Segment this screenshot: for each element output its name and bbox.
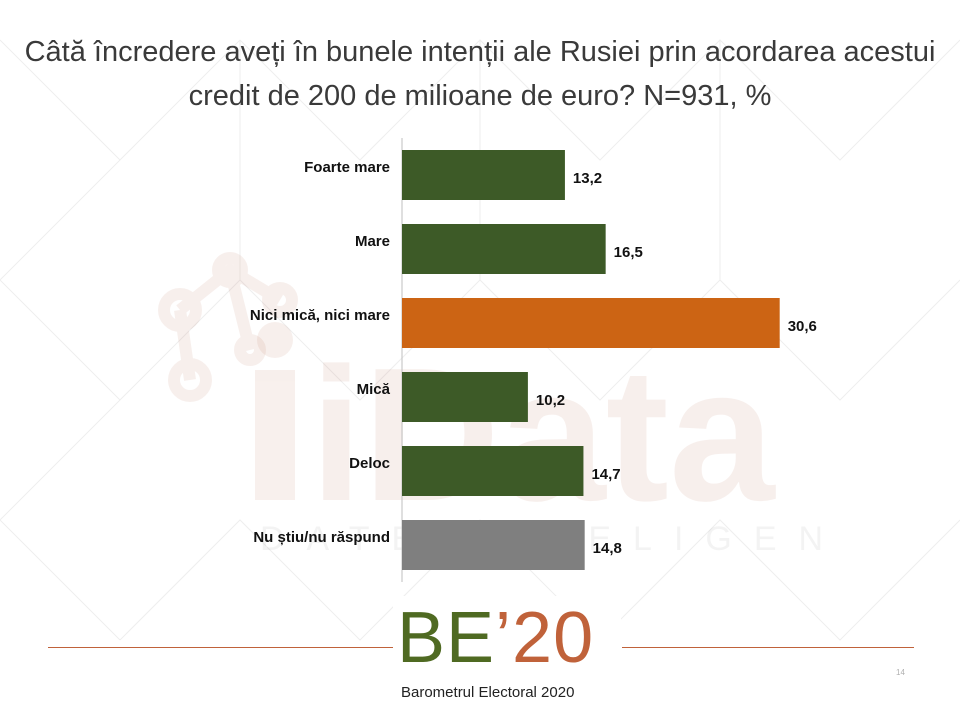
logo-year: ’20 bbox=[495, 598, 595, 678]
footer-rule-left bbox=[48, 647, 393, 648]
category-label: Nu știu/nu răspund bbox=[253, 529, 390, 546]
data-label: 14,8 bbox=[593, 540, 622, 557]
category-label: Mică bbox=[357, 381, 391, 398]
bar bbox=[402, 298, 780, 348]
data-label: 10,2 bbox=[536, 392, 565, 409]
data-label: 16,5 bbox=[614, 244, 643, 261]
category-label: Nici mică, nici mare bbox=[250, 307, 390, 324]
data-label: 13,2 bbox=[573, 170, 602, 187]
footer-rule-right bbox=[622, 647, 914, 648]
bar bbox=[402, 372, 528, 422]
category-label: Deloc bbox=[349, 455, 390, 472]
bar bbox=[402, 446, 584, 496]
be20-logo: BE’20 Barometrul Electoral 2020 bbox=[393, 596, 621, 708]
category-label: Foarte mare bbox=[304, 159, 390, 176]
chart-title: Câtă încredere aveți în bunele intenții … bbox=[24, 36, 936, 112]
logo-subtitle: Barometrul Electoral 2020 bbox=[401, 684, 575, 701]
data-label: 14,7 bbox=[591, 466, 620, 483]
bar bbox=[402, 224, 606, 274]
bar bbox=[402, 520, 585, 570]
logo-letters: BE bbox=[397, 598, 496, 678]
page-number: 14 bbox=[896, 668, 905, 677]
category-label: Mare bbox=[355, 233, 390, 250]
data-label: 30,6 bbox=[788, 318, 817, 335]
bar bbox=[402, 150, 565, 200]
